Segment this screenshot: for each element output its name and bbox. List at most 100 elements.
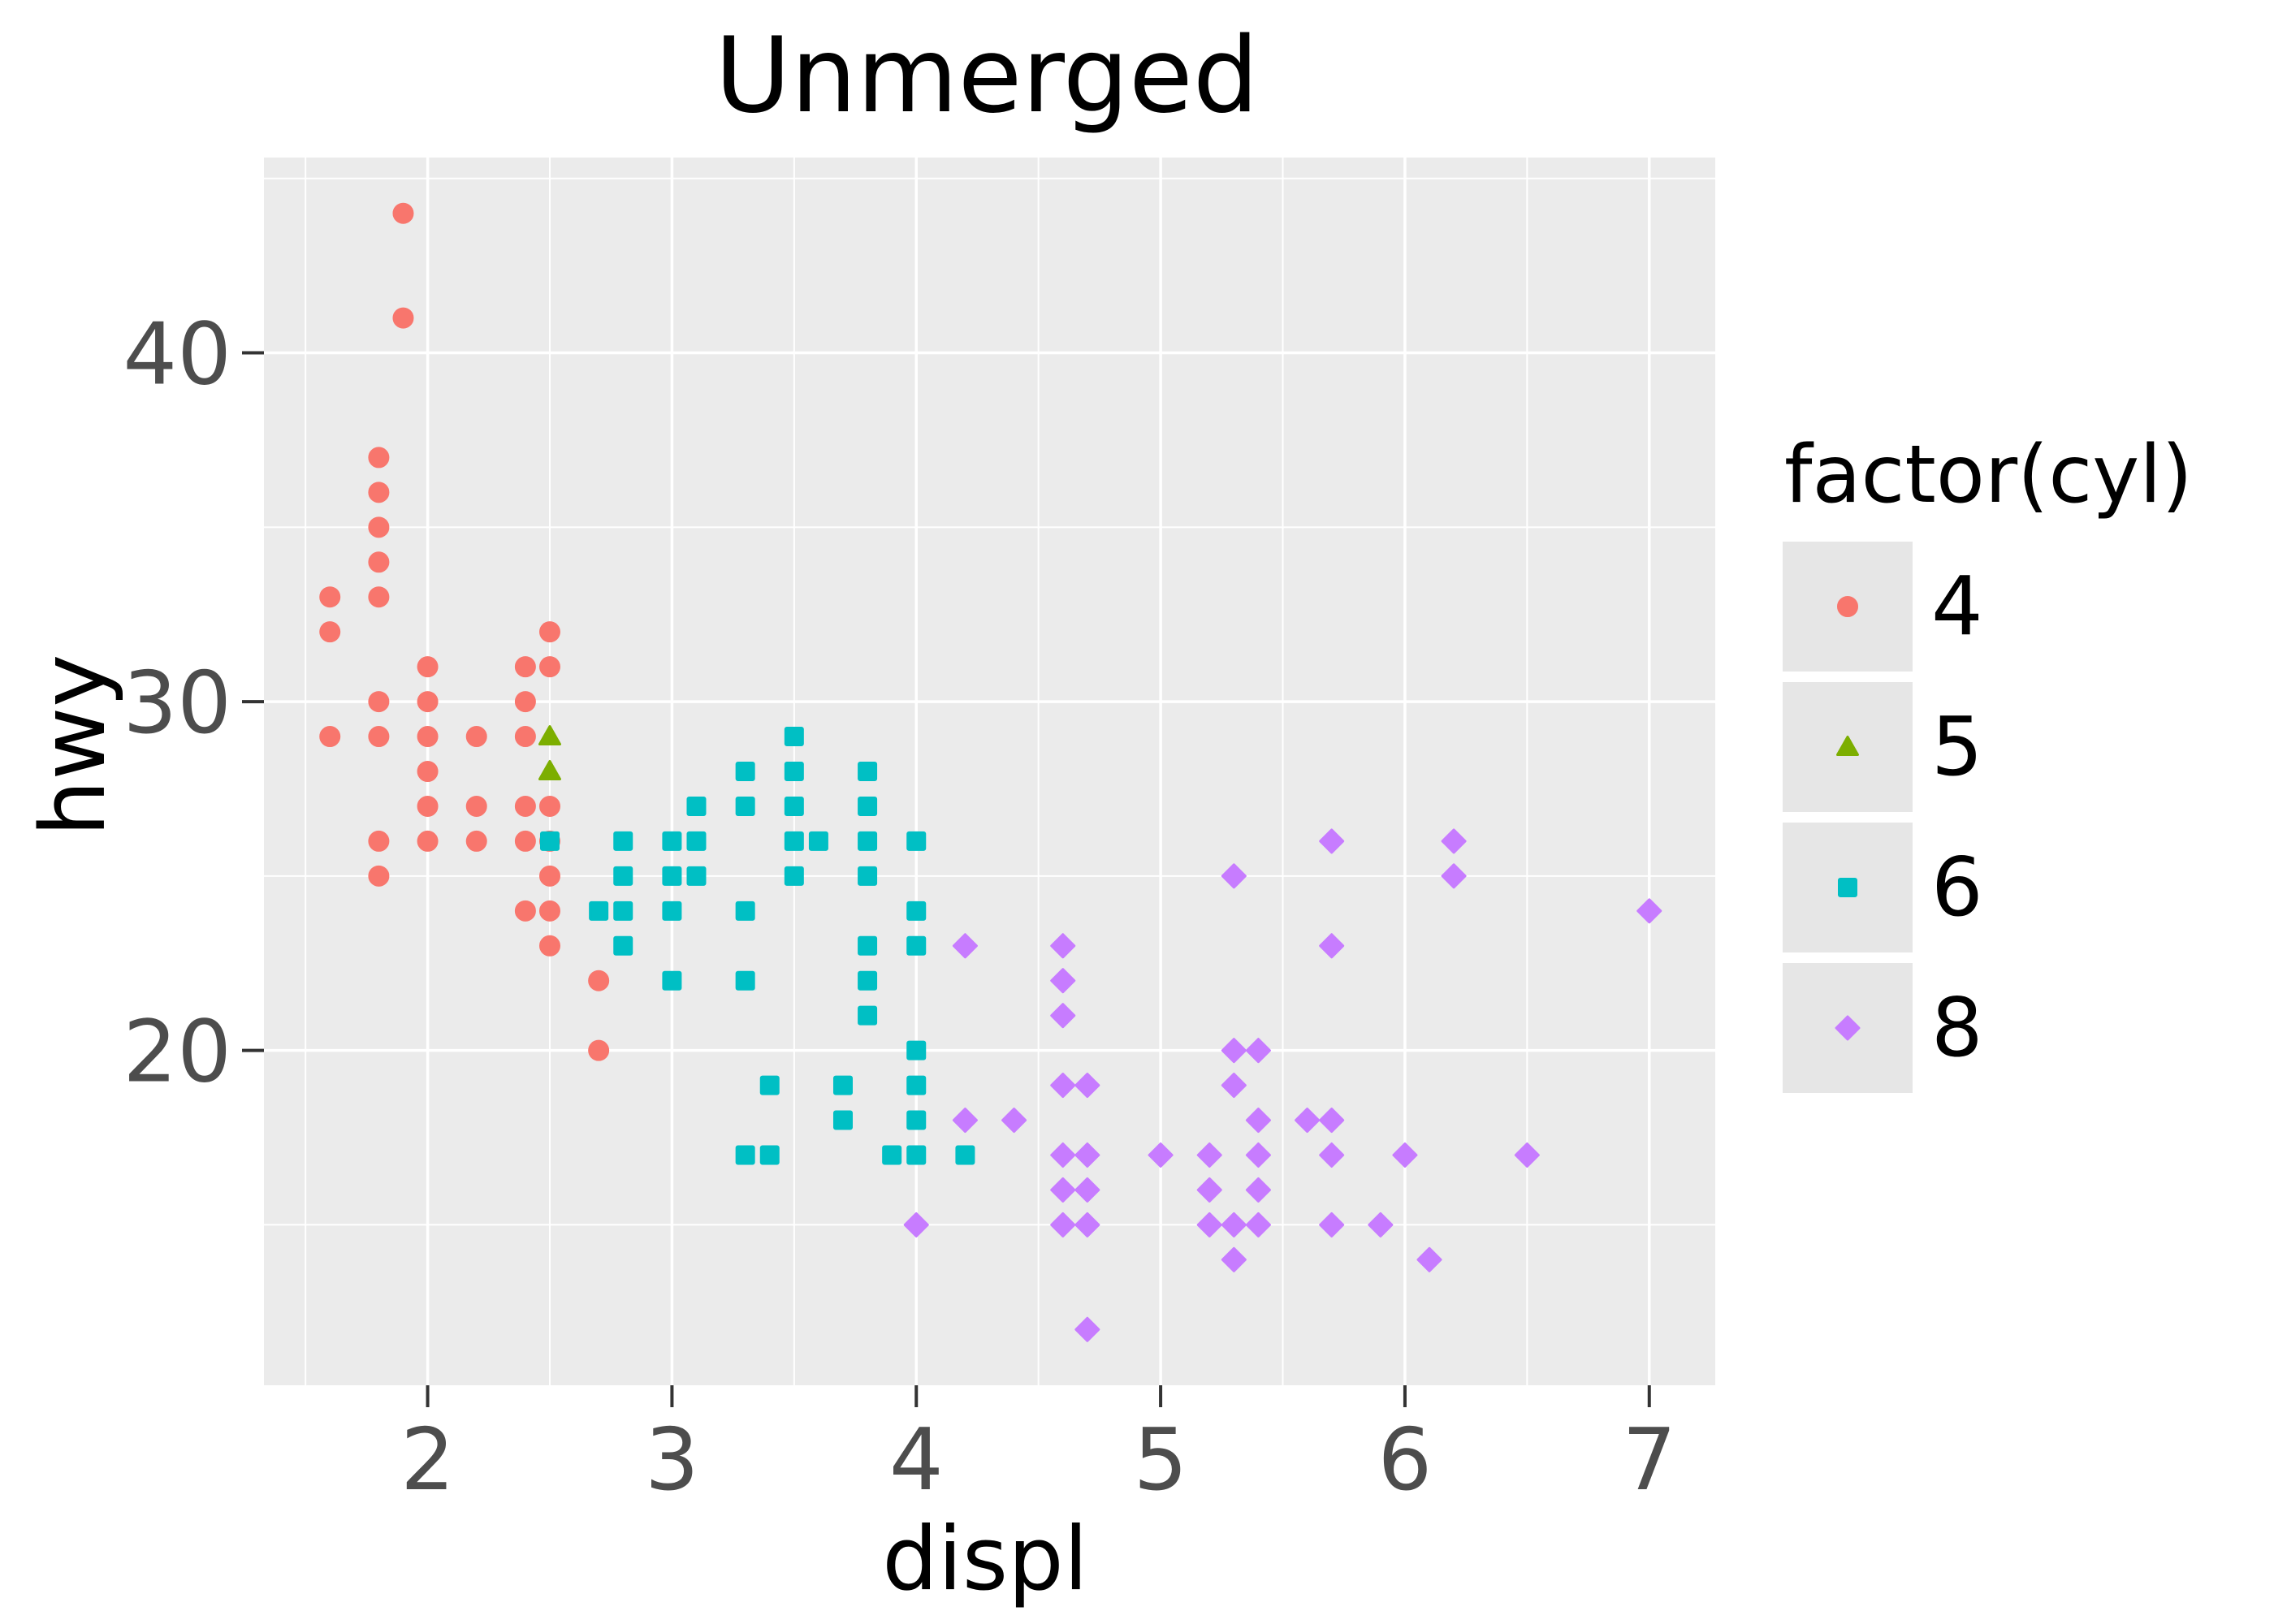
panel-background [264,158,1715,1385]
legend-label: 5 [1931,698,1983,794]
point-cyl-8 [903,1212,929,1237]
legend-label: 6 [1931,839,1983,935]
point-cyl-4 [392,307,414,329]
x-tick-label: 6 [1378,1410,1433,1510]
point-cyl-8 [1245,1177,1271,1203]
point-cyl-8 [1636,898,1662,924]
point-cyl-4 [392,202,414,224]
point-cyl-6 [735,901,755,921]
x-axis-title: displ [882,1509,1088,1610]
point-cyl-4 [368,691,390,713]
point-cyl-8 [1441,828,1467,854]
series-cyl-6 [539,727,975,1165]
point-cyl-8 [1319,828,1345,854]
point-cyl-8 [1148,1142,1174,1168]
point-cyl-6 [784,796,804,816]
point-cyl-8 [1050,1177,1076,1203]
point-cyl-6 [735,762,755,781]
point-cyl-6 [906,831,927,851]
point-cyl-6 [906,1110,927,1130]
point-cyl-8 [1514,1142,1540,1168]
point-cyl-8 [952,1108,978,1134]
point-cyl-8 [1001,1108,1027,1134]
legend-glyph-triangle [1836,735,1859,756]
legend-label: 8 [1931,979,1983,1075]
point-cyl-4 [417,726,439,748]
point-cyl-4 [465,830,487,852]
point-cyl-4 [588,970,610,991]
legend-key-triangle-icon [1783,681,1913,812]
point-cyl-8 [1074,1073,1100,1099]
point-cyl-8 [1319,933,1345,959]
point-cyl-8 [1245,1038,1271,1064]
point-cyl-6 [882,1145,902,1165]
point-cyl-8 [1319,1108,1345,1134]
point-cyl-8 [1074,1177,1100,1203]
chart-title: Unmerged [715,15,1259,136]
point-cyl-6 [955,1145,975,1165]
point-cyl-4 [368,830,390,852]
point-cyl-4 [319,726,341,748]
point-cyl-5 [538,760,561,780]
point-cyl-8 [1245,1142,1271,1168]
point-cyl-6 [906,901,927,921]
point-cyl-4 [514,691,536,713]
point-cyl-6 [735,1145,755,1165]
point-cyl-8 [1196,1177,1222,1203]
legend-glyph-diamond [1835,1015,1861,1041]
legend-glyph-square [1838,877,1857,897]
square-icon [1838,877,1857,897]
point-cyl-8 [952,933,978,959]
point-cyl-4 [368,865,390,887]
point-cyl-6 [662,831,682,851]
point-cyl-4 [368,482,390,503]
point-cyl-4 [368,726,390,748]
point-cyl-8 [1196,1212,1222,1237]
point-cyl-6 [906,1040,927,1060]
point-cyl-4 [465,726,487,748]
point-cyl-4 [368,586,390,608]
point-cyl-6 [808,831,828,851]
point-cyl-6 [858,796,878,816]
point-cyl-4 [417,795,439,817]
point-cyl-8 [1221,1073,1247,1099]
point-cyl-8 [1050,933,1076,959]
point-cyl-4 [538,795,560,817]
point-cyl-6 [759,1075,780,1095]
point-cyl-6 [735,970,755,991]
series-cyl-8 [903,828,1662,1342]
point-cyl-4 [588,1039,610,1061]
point-cyl-4 [514,656,536,678]
y-axis-title: hwy [21,654,125,837]
point-cyl-6 [613,901,633,921]
diamond-icon [1835,1015,1861,1041]
point-cyl-4 [538,865,560,887]
point-cyl-6 [662,970,682,991]
point-cyl-4 [465,795,487,817]
legend-label: 4 [1931,558,1983,654]
point-cyl-8 [1245,1212,1271,1237]
point-cyl-8 [1050,968,1076,994]
y-tick-label: 20 [123,1003,231,1102]
point-cyl-6 [686,796,707,816]
point-cyl-6 [858,831,878,851]
point-cyl-4 [514,795,536,817]
x-tick-label: 3 [645,1410,699,1510]
legend-key-circle-icon [1783,541,1913,672]
point-cyl-4 [538,621,560,643]
point-cyl-8 [1368,1212,1394,1237]
point-cyl-6 [858,970,878,991]
point-cyl-6 [858,935,878,956]
point-cyl-6 [686,831,707,851]
point-cyl-4 [514,726,536,748]
point-cyl-6 [589,901,609,921]
legend-item-5: 5 [1783,681,2193,812]
point-cyl-8 [1074,1316,1100,1342]
x-tick-label: 5 [1134,1410,1188,1510]
x-tick-label: 2 [400,1410,455,1510]
point-cyl-6 [735,796,755,816]
point-cyl-6 [858,866,878,886]
